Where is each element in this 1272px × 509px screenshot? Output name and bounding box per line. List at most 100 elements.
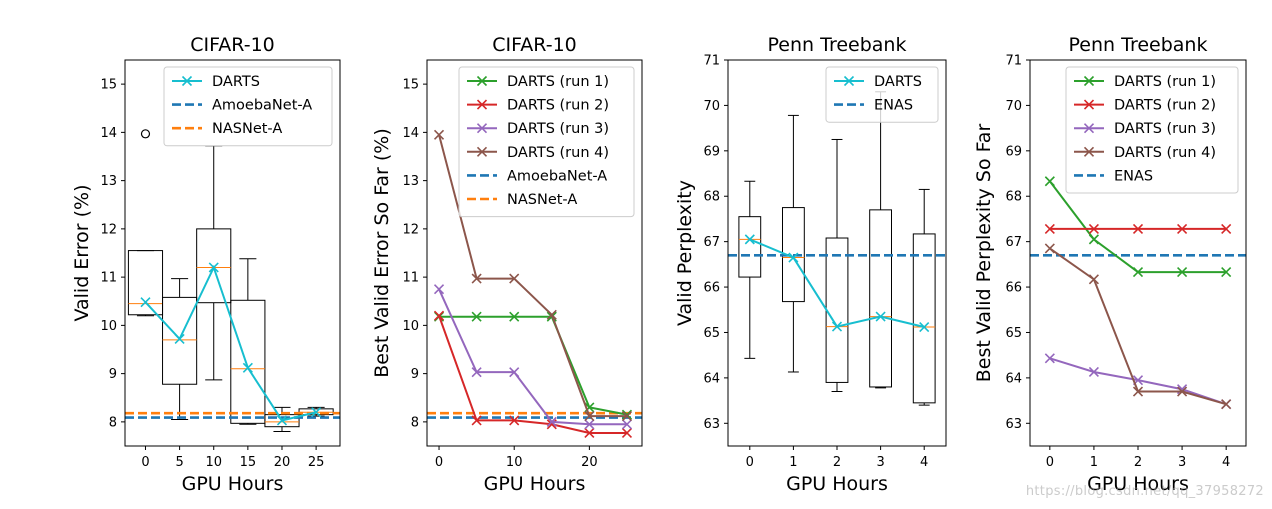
y-tick-label: 15 (402, 78, 419, 93)
x-tick-label: 20 (581, 455, 598, 470)
legend-label: DARTS (run 2) (1114, 98, 1216, 114)
y-tick-label: 66 (1005, 281, 1022, 296)
y-tick-label: 9 (411, 367, 419, 382)
data-point (140, 297, 151, 308)
legend-label: DARTS (run 3) (507, 121, 609, 137)
legend-label: AmoebaNet-A (507, 168, 607, 184)
series-line (144, 264, 317, 422)
legend: DARTS AmoebaNet-A NASNet-A (163, 66, 333, 147)
legend-marker (181, 75, 193, 87)
box-body (825, 237, 849, 383)
box-body (738, 216, 762, 278)
series-line (438, 288, 627, 426)
x-axis-label: GPU Hours (484, 473, 586, 495)
y-tick-label: 63 (1005, 417, 1022, 432)
chart-panel-3: 0 1 2 3 4 63 64 65 66 67 68 69 70 71 Penn Treebank GPU … (674, 34, 947, 495)
y-tick-label: 9 (109, 367, 117, 382)
x-tick-label: 25 (308, 455, 325, 470)
data-point (621, 427, 633, 439)
box-1 (162, 278, 198, 420)
box-body (127, 250, 164, 316)
chart-title: Penn Treebank (768, 34, 907, 56)
box-body (912, 233, 936, 404)
y-tick-label: 12 (100, 222, 117, 237)
x-tick-label: 0 (746, 455, 754, 470)
legend-label: NASNet-A (507, 192, 577, 208)
legend-marker (843, 75, 855, 87)
data-point (1132, 223, 1144, 234)
x-tick-label: 10 (205, 455, 222, 470)
legend-marker (1083, 75, 1095, 87)
box-2 (825, 138, 849, 393)
box-0 (127, 129, 164, 317)
data-point (509, 367, 520, 378)
legend-item-2: DARTS (run 3) (467, 121, 609, 137)
series-1 (433, 310, 633, 439)
legend: DARTS ENAS (825, 66, 939, 123)
chart-title: Penn Treebank (1069, 34, 1208, 56)
legend-item-5: NASNet-A (467, 192, 577, 208)
y-tick-label: 64 (1005, 371, 1022, 386)
axes-frame (124, 59, 341, 447)
box-4 (912, 188, 936, 406)
x-tick-label: 0 (1046, 455, 1054, 470)
legend-label: DARTS (run 1) (1114, 74, 1216, 90)
legend-label: DARTS (run 3) (1114, 121, 1216, 137)
chart-title: CIFAR-10 (492, 34, 577, 56)
data-point (471, 311, 482, 322)
series-3 (433, 129, 633, 422)
x-axis-label: GPU Hours (786, 473, 888, 495)
data-point (1088, 274, 1099, 285)
x-tick-label: 5 (175, 455, 183, 470)
box-2 (196, 145, 232, 381)
data-point (1221, 399, 1232, 410)
data-point (831, 321, 843, 332)
y-tick-label: 65 (1005, 326, 1022, 341)
x-axis-label: GPU Hours (182, 473, 284, 495)
data-point (1132, 267, 1144, 278)
legend-label: ENAS (1114, 168, 1153, 184)
legend-label: DARTS (run 2) (507, 98, 609, 114)
y-tick-label: 64 (703, 371, 720, 386)
legend-marker (1083, 146, 1095, 157)
plot-area (427, 129, 642, 439)
legend-label: AmoebaNet-A (212, 98, 312, 114)
data-point (1044, 353, 1055, 364)
y-tick-label: 67 (1005, 235, 1022, 250)
series-line (438, 134, 627, 418)
legend-label: DARTS (run 4) (1114, 145, 1216, 161)
legend-marker (476, 99, 488, 110)
plot-area (125, 129, 340, 433)
x-tick-label: 0 (435, 455, 443, 470)
y-tick-label: 70 (703, 99, 720, 114)
legend-item-0: DARTS (run 1) (467, 74, 609, 90)
series-0 (1044, 176, 1232, 278)
legend-marker (1083, 99, 1095, 110)
data-point (621, 409, 633, 420)
data-point (509, 415, 520, 426)
box-body (230, 299, 266, 424)
y-tick-label: 68 (1005, 190, 1022, 205)
x-tick-label: 0 (141, 455, 149, 470)
y-tick-label: 12 (402, 222, 419, 237)
y-tick-label: 8 (411, 415, 419, 430)
plot-area (1030, 176, 1246, 410)
legend-label: ENAS (874, 98, 913, 114)
data-point (1221, 223, 1232, 234)
series-1 (1044, 223, 1232, 234)
data-point (584, 419, 595, 430)
y-tick-label: 8 (109, 415, 117, 430)
y-axis-label: Valid Perplexity (674, 180, 696, 326)
legend-item-3: DARTS (run 4) (1074, 145, 1216, 161)
y-tick-label: 13 (100, 174, 117, 189)
y-tick-label: 66 (703, 281, 720, 296)
legend-item-3: DARTS (run 4) (467, 145, 609, 161)
legend-item-2: DARTS (run 3) (1074, 121, 1216, 137)
y-tick-label: 65 (703, 326, 720, 341)
box-flier (140, 129, 151, 139)
data-point (1132, 386, 1144, 397)
box-3 (230, 258, 266, 425)
chart-panel-2: 0 10 20 8 9 10 11 12 13 14 15 CIFAR-10 GPU Hours Best… (371, 34, 643, 495)
data-point (546, 416, 557, 427)
